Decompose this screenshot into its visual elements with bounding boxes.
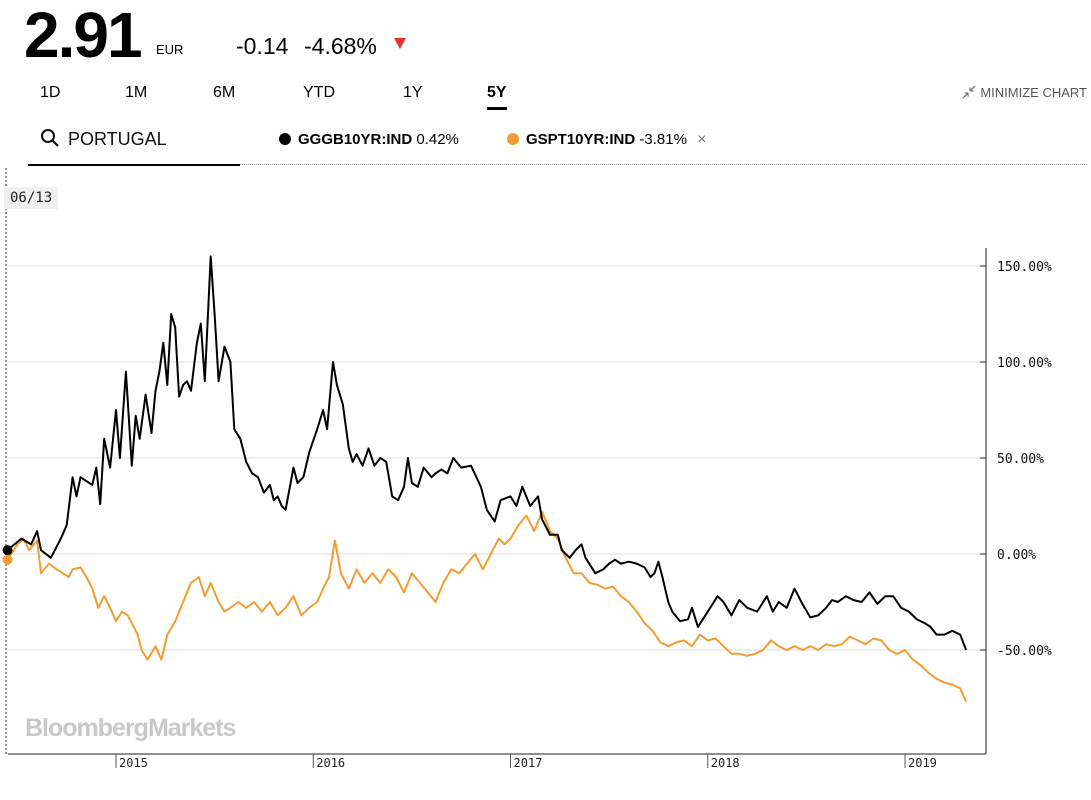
range-tab-1m[interactable]: 1M (125, 84, 148, 101)
y-tick-label: 50.00% (997, 452, 1044, 467)
x-tick-label: 2019 (908, 756, 937, 770)
legend-ticker: GSPT10YR:IND (526, 131, 636, 148)
series-start-marker (2, 545, 13, 556)
series-start-marker (2, 554, 13, 565)
range-selector: 1D 1M 6M YTD 1Y 5Y MINIMIZE CHART (0, 80, 1091, 110)
search-input[interactable] (68, 128, 233, 150)
currency-label: EUR (156, 42, 184, 57)
series-line-gspt10yr-ind (6, 510, 968, 703)
remove-series-button[interactable]: × (697, 131, 707, 148)
search-icon (41, 129, 59, 147)
y-tick-label: 100.00% (997, 356, 1052, 371)
price-change-pct: -4.68% (304, 33, 377, 59)
minimize-chart-button[interactable]: MINIMIZE CHART (962, 85, 1087, 100)
legend-ticker: GGGB10YR:IND (298, 131, 413, 148)
compare-search (28, 118, 240, 166)
legend-dot (279, 133, 291, 145)
minimize-icon (962, 85, 976, 99)
legend-item-gspt10yr: GSPT10YR:IND -3.81% × (507, 131, 706, 149)
down-arrow-icon (394, 38, 406, 49)
bloomberg-markets-logo: BloombergMarkets (25, 714, 236, 742)
price-value: 2.91 (24, 0, 143, 71)
y-tick-label: -50.00% (997, 644, 1052, 659)
range-tab-5y[interactable]: 5Y (487, 84, 507, 110)
range-tab-1d[interactable]: 1D (40, 84, 61, 101)
range-tab-6m[interactable]: 6M (213, 84, 236, 101)
x-tick-label: 2017 (514, 756, 543, 770)
legend-divider (240, 164, 1087, 165)
crosshair-date-label: 06/13 (4, 187, 59, 209)
x-tick-label: 2018 (711, 756, 740, 770)
price-change: -0.14 (236, 33, 289, 59)
x-tick-label: 2016 (316, 756, 345, 770)
x-tick-label: 2015 (119, 756, 148, 770)
minimize-chart-label: MINIMIZE CHART (980, 85, 1087, 100)
y-tick-label: 0.00% (997, 548, 1036, 563)
legend-item-gggb10yr: GGGB10YR:IND 0.42% (279, 131, 459, 148)
range-tab-ytd[interactable]: YTD (303, 84, 335, 101)
legend-dot (507, 133, 519, 145)
series-line-gggb10yr-ind (6, 255, 968, 651)
range-tab-1y[interactable]: 1Y (403, 84, 423, 101)
legend-value: -3.81% (639, 131, 687, 148)
legend-value: 0.42% (416, 131, 459, 148)
y-tick-label: 150.00% (997, 260, 1052, 275)
